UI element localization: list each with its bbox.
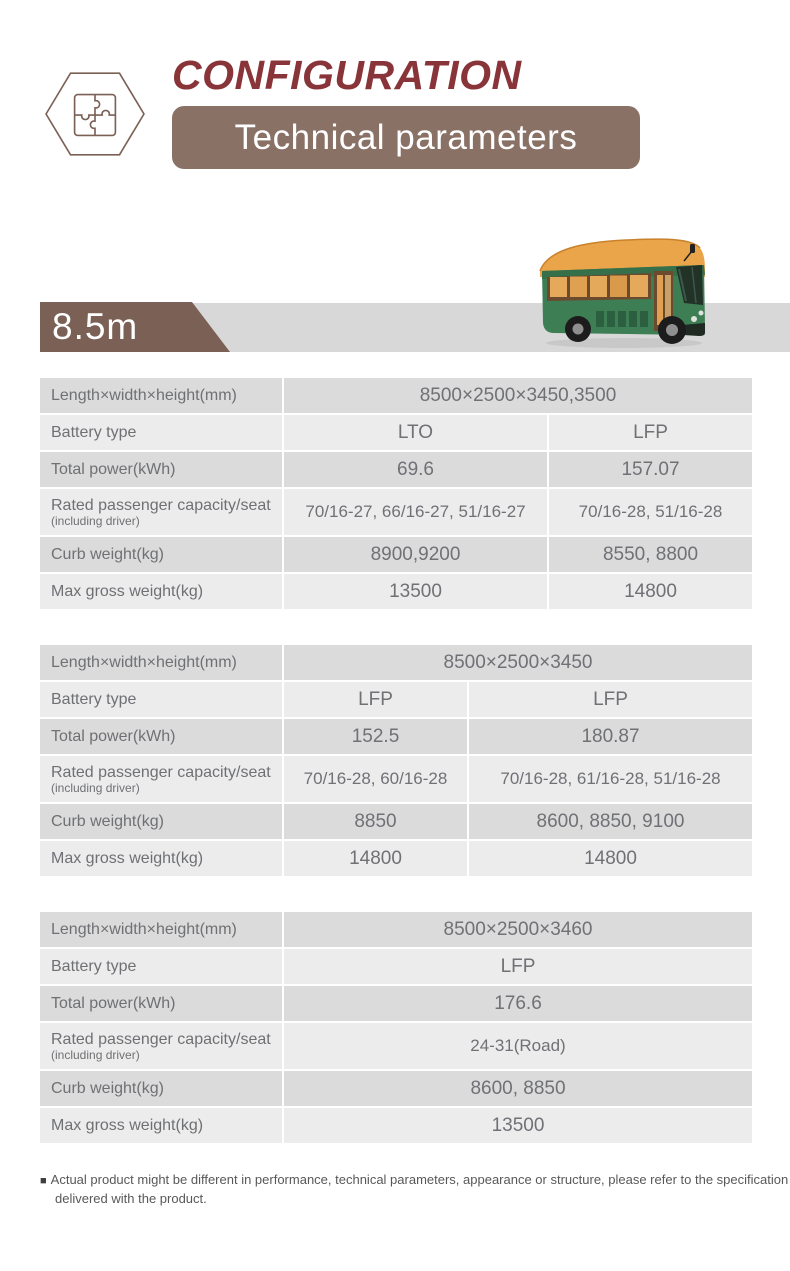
row-label: Total power(kWh)	[40, 452, 282, 487]
row-value: 8500×2500×3450,3500	[284, 378, 752, 413]
table-row: Curb weight(kg) 8900,9200 8550, 8800	[40, 537, 752, 572]
puzzle-icon	[45, 72, 145, 156]
size-flag	[40, 302, 230, 352]
row-label: Rated passenger capacity/seat (including …	[40, 489, 282, 535]
row-label: Total power(kWh)	[40, 719, 282, 754]
row-label: Total power(kWh)	[40, 986, 282, 1021]
table-row: Total power(kWh) 152.5 180.87	[40, 719, 752, 754]
row-label: Battery type	[40, 682, 282, 717]
row-value: 24-31(Road)	[284, 1023, 752, 1069]
footnote-bullet-icon: ■	[40, 1175, 47, 1187]
row-label: Length×width×height(mm)	[40, 378, 282, 413]
spec-table-1: Length×width×height(mm) 8500×2500×3450,35…	[40, 378, 752, 609]
table-row: Battery type LTO LFP	[40, 415, 752, 450]
table-row: Total power(kWh) 69.6 157.07	[40, 452, 752, 487]
table-row: Length×width×height(mm) 8500×2500×3450,35…	[40, 378, 752, 413]
row-value: 8850	[284, 804, 467, 839]
row-value: LFP	[469, 682, 752, 717]
row-value: 176.6	[284, 986, 752, 1021]
row-value: 8500×2500×3450	[284, 645, 752, 680]
row-value: 70/16-28, 51/16-28	[549, 489, 752, 535]
table-row: Battery type LFP LFP	[40, 682, 752, 717]
spec-table-2: Length×width×height(mm) 8500×2500×3450 Bat…	[40, 645, 752, 876]
row-value: 14800	[469, 841, 752, 876]
row-label: Curb weight(kg)	[40, 804, 282, 839]
row-label: Rated passenger capacity/seat (including …	[40, 1023, 282, 1069]
row-value: 157.07	[549, 452, 752, 487]
row-label: Curb weight(kg)	[40, 1071, 282, 1106]
section-title: Technical parameters	[234, 117, 578, 157]
row-value: LFP	[284, 682, 467, 717]
row-value: 13500	[284, 574, 547, 609]
spec-table-3: Length×width×height(mm) 8500×2500×3460 Bat…	[40, 912, 752, 1143]
section-title-box: Technical parameters	[172, 106, 640, 169]
row-value: 69.6	[284, 452, 547, 487]
row-label: Length×width×height(mm)	[40, 645, 282, 680]
row-label: Length×width×height(mm)	[40, 912, 282, 947]
row-value: 8600, 8850, 9100	[469, 804, 752, 839]
row-label: Max gross weight(kg)	[40, 1108, 282, 1143]
row-label: Battery type	[40, 415, 282, 450]
row-value: 180.87	[469, 719, 752, 754]
row-value: 8500×2500×3460	[284, 912, 752, 947]
row-value: 14800	[549, 574, 752, 609]
row-value: 70/16-27, 66/16-27, 51/16-27	[284, 489, 547, 535]
table-row: Curb weight(kg) 8600, 8850	[40, 1071, 752, 1106]
table-row: Length×width×height(mm) 8500×2500×3450	[40, 645, 752, 680]
row-value: LFP	[284, 949, 752, 984]
table-row: Rated passenger capacity/seat (including …	[40, 756, 752, 802]
table-row: Max gross weight(kg) 13500	[40, 1108, 752, 1143]
row-value: 8600, 8850	[284, 1071, 752, 1106]
row-value: LTO	[284, 415, 547, 450]
row-value: 70/16-28, 61/16-28, 51/16-28	[469, 756, 752, 802]
footnote: ■ Actual product might be different in pe…	[40, 1171, 790, 1207]
table-row: Total power(kWh) 176.6	[40, 986, 752, 1021]
section-kicker: CONFIGURATION	[172, 52, 522, 98]
row-value: 8550, 8800	[549, 537, 752, 572]
row-label: Curb weight(kg)	[40, 537, 282, 572]
row-label: Battery type	[40, 949, 282, 984]
row-value: 8900,9200	[284, 537, 547, 572]
size-label: 8.5m	[52, 306, 139, 347]
row-label: Rated passenger capacity/seat (including …	[40, 756, 282, 802]
row-label: Max gross weight(kg)	[40, 841, 282, 876]
row-value: 70/16-28, 60/16-28	[284, 756, 467, 802]
row-value: 14800	[284, 841, 467, 876]
bus-image	[539, 238, 705, 348]
row-value: 152.5	[284, 719, 467, 754]
table-row: Max gross weight(kg) 14800 14800	[40, 841, 752, 876]
row-label: Max gross weight(kg)	[40, 574, 282, 609]
row-value: 13500	[284, 1108, 752, 1143]
table-row: Max gross weight(kg) 13500 14800	[40, 574, 752, 609]
table-row: Battery type LFP	[40, 949, 752, 984]
spec-tables: Length×width×height(mm) 8500×2500×3450,35…	[40, 378, 752, 1179]
footnote-text: Actual product might be different in per…	[50, 1172, 789, 1206]
table-row: Length×width×height(mm) 8500×2500×3460	[40, 912, 752, 947]
row-value: LFP	[549, 415, 752, 450]
table-row: Rated passenger capacity/seat (including …	[40, 1023, 752, 1069]
table-row: Curb weight(kg) 8850 8600, 8850, 9100	[40, 804, 752, 839]
table-row: Rated passenger capacity/seat (including …	[40, 489, 752, 535]
